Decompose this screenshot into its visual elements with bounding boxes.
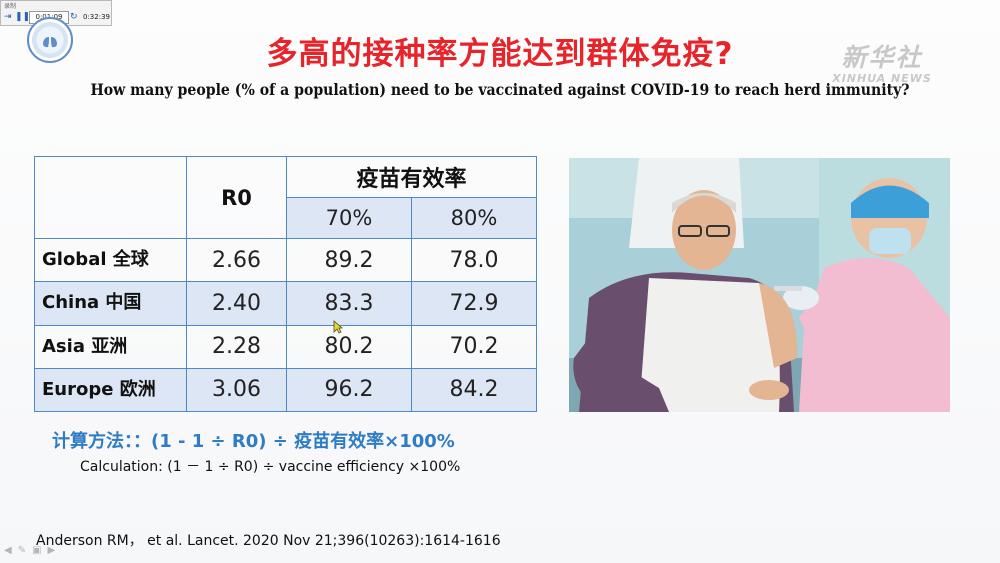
table-row: Global 全球 2.66 89.2 78.0 <box>34 238 538 283</box>
replay-icon[interactable]: ↻ <box>70 12 78 22</box>
value-80: 72.9 <box>410 281 538 326</box>
table-row: Asia 亚洲 2.28 80.2 70.2 <box>34 324 538 369</box>
title-chinese: 多高的接种率方能达到群体免疫? <box>266 36 734 72</box>
back-icon[interactable]: ⇥ <box>4 12 12 22</box>
title-english: How many people (% of a population) need… <box>90 80 910 99</box>
next-slide-icon[interactable]: ▶ <box>47 545 62 556</box>
value-70: 96.2 <box>286 367 412 413</box>
value-70: 89.2 <box>286 238 412 283</box>
player-caption: 录制 <box>4 3 17 10</box>
value-80: 70.2 <box>410 324 538 369</box>
r0-value: 2.28 <box>186 324 287 369</box>
efficacy-70-header: 70% <box>286 197 412 240</box>
efficacy-80-header: 80% <box>410 197 538 240</box>
r0-value: 2.66 <box>186 238 287 283</box>
pen-icon[interactable]: ✎ <box>17 545 33 556</box>
vaccination-table: R0 疫苗有效率 70% 80% Global 全球 2.66 89.2 78.… <box>34 155 538 413</box>
xinhua-watermark: 新华社 XINHUA NEWS <box>822 38 942 85</box>
menu-icon[interactable]: ▣ <box>32 545 48 556</box>
mouse-cursor-icon <box>333 320 343 334</box>
slide-controls[interactable]: ◀✎▣▶ <box>4 545 61 556</box>
row-label: China 中国 <box>34 281 187 326</box>
citation: Anderson RM， et al. Lancet. 2020 Nov 21;… <box>36 533 501 549</box>
row-label: Global 全球 <box>34 238 187 283</box>
society-logo <box>27 17 73 63</box>
table-row: Europe 欧洲 3.06 96.2 84.2 <box>34 367 538 413</box>
pause-icon[interactable]: ❚❚ <box>15 12 31 22</box>
watermark-cn: 新华社 <box>841 43 923 72</box>
lungs-icon <box>43 31 57 48</box>
value-70: 83.3 <box>286 281 412 326</box>
formula-english: Calculation: (1 － 1 ÷ R0) ÷ vaccine effi… <box>80 459 461 475</box>
efficacy-header: 疫苗有效率 <box>285 155 538 199</box>
row-label: Asia 亚洲 <box>34 324 187 369</box>
watermark-en: XINHUA NEWS <box>832 72 932 85</box>
vaccination-photo <box>569 158 950 412</box>
value-80: 78.0 <box>410 238 538 283</box>
empty-corner-cell <box>34 155 187 240</box>
table-row: China 中国 2.40 83.3 72.9 <box>34 281 538 326</box>
r0-value: 3.06 <box>186 367 287 413</box>
value-80: 84.2 <box>410 367 538 413</box>
vaccination-illustration <box>569 158 950 412</box>
r0-header: R0 <box>186 155 287 240</box>
prev-slide-icon[interactable]: ◀ <box>4 545 18 556</box>
total-time: 0:32:39 <box>83 13 110 21</box>
formula-chinese: 计算方法：：(1 - 1 ÷ R0) ÷ 疫苗有效率×100% <box>52 431 455 452</box>
value-70: 80.2 <box>286 324 412 369</box>
r0-value: 2.40 <box>186 281 287 326</box>
row-label: Europe 欧洲 <box>34 367 187 413</box>
